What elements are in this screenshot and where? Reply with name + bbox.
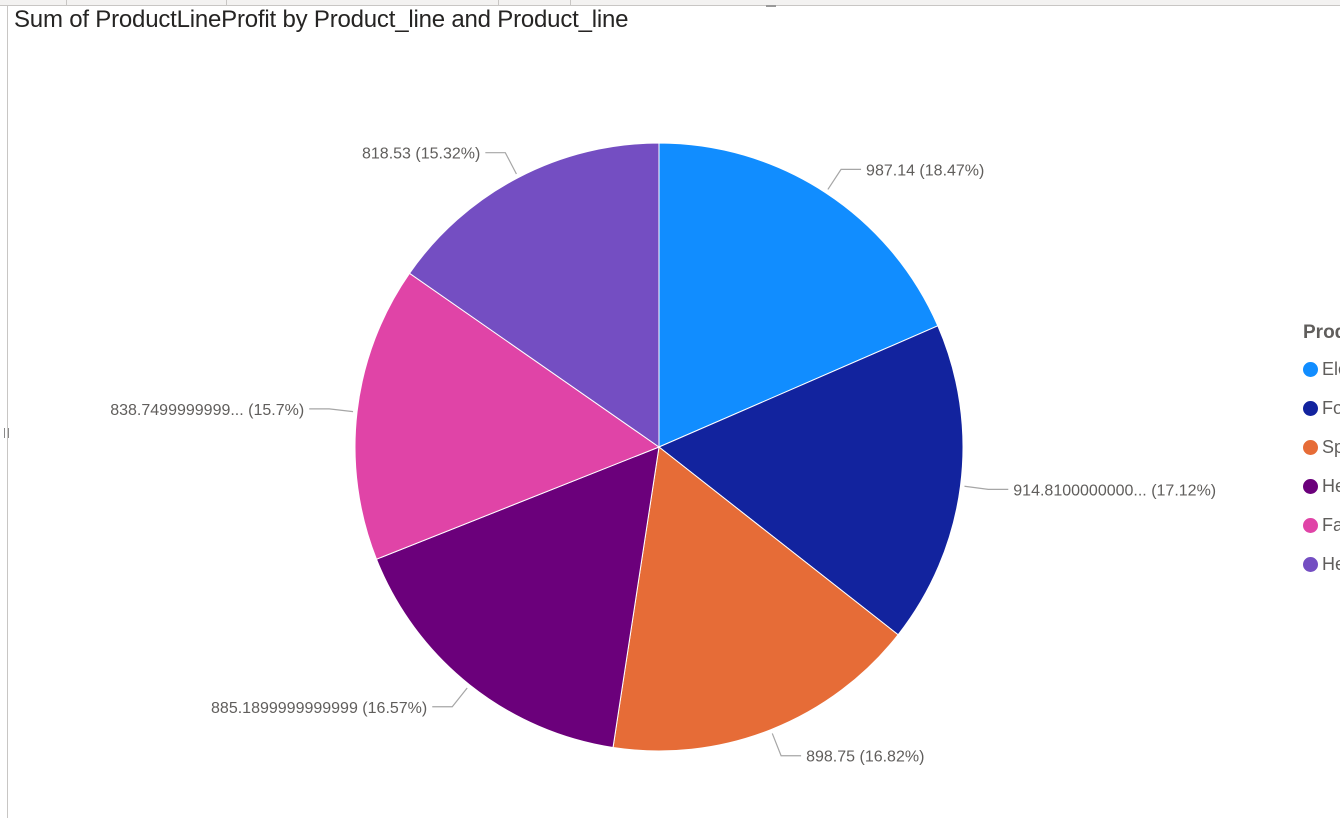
ribbon-divider: [66, 0, 67, 5]
data-label-open-paren: (: [1147, 482, 1157, 499]
pie-slice[interactable]: [354, 272, 661, 560]
legend-items: Ele Fo Sp He Fa He: [1303, 350, 1340, 584]
pie-slice[interactable]: [658, 325, 964, 636]
legend-item[interactable]: He: [1303, 467, 1340, 506]
legend-color-dot: [1303, 479, 1318, 494]
legend-item[interactable]: He: [1303, 545, 1340, 584]
data-label-close-paren: ): [979, 162, 984, 179]
pie-slice[interactable]: [612, 446, 899, 752]
legend: Prod Ele Fo Sp He Fa He: [1303, 322, 1340, 584]
resize-handle-top[interactable]: [766, 5, 776, 7]
leader-line: [964, 485, 1009, 490]
data-label-percent: 17.12%: [1157, 482, 1211, 499]
data-label: 914.8100000000... (17.12%): [1013, 482, 1216, 499]
data-label-close-paren: ): [475, 146, 480, 163]
legend-label: Fo: [1322, 398, 1340, 418]
data-label-value: 914.8100000000...: [1013, 482, 1146, 499]
legend-item[interactable]: Fo: [1303, 389, 1340, 428]
leader-line: [771, 733, 802, 757]
ribbon-strip: [0, 0, 1340, 6]
legend-label: He: [1322, 554, 1340, 574]
data-label: 818.53 (15.32%): [362, 146, 480, 163]
data-label-value: 838.7499999999...: [110, 402, 243, 419]
data-label: 838.7499999999... (15.7%): [110, 402, 304, 419]
data-label-percent: 16.57%: [368, 700, 422, 717]
data-label: 987.14 (18.47%): [866, 162, 984, 179]
data-label-percent: 16.82%: [865, 749, 919, 766]
legend-color-dot: [1303, 401, 1318, 416]
legend-color-dot: [1303, 440, 1318, 455]
ribbon-divider: [570, 0, 571, 5]
data-label-close-paren: ): [299, 402, 304, 419]
leader-line: [309, 408, 354, 413]
data-label-open-paren: (: [915, 162, 925, 179]
visual-border: [7, 6, 8, 818]
data-label-open-paren: (: [855, 749, 865, 766]
data-label-open-paren: (: [411, 146, 421, 163]
legend-color-dot: [1303, 557, 1318, 572]
leader-line: [827, 168, 862, 190]
data-label-close-paren: ): [919, 749, 924, 766]
legend-item[interactable]: Ele: [1303, 350, 1340, 389]
data-label-percent: 15.7%: [253, 402, 298, 419]
data-label-percent: 18.47%: [925, 162, 979, 179]
legend-title: Prod: [1303, 322, 1340, 343]
data-label-value: 818.53: [362, 146, 411, 163]
chart-title: Sum of ProductLineProfit by Product_line…: [14, 6, 629, 33]
legend-color-dot: [1303, 362, 1318, 377]
pie-slice[interactable]: [658, 142, 939, 448]
pie-slice[interactable]: [375, 446, 660, 749]
legend-color-dot: [1303, 518, 1318, 533]
pie-slice[interactable]: [408, 142, 660, 448]
legend-label: Ele: [1322, 359, 1340, 379]
ribbon-divider: [226, 0, 227, 5]
data-label-percent: 15.32%: [421, 146, 475, 163]
data-label: 885.1899999999999 (16.57%): [211, 700, 427, 717]
ribbon-divider: [498, 0, 499, 5]
data-label-close-paren: ): [422, 700, 427, 717]
data-label-close-paren: ): [1211, 482, 1216, 499]
data-label-open-paren: (: [244, 402, 254, 419]
data-label-value: 987.14: [866, 162, 915, 179]
legend-label: Fa: [1322, 515, 1340, 535]
legend-label: Sp: [1322, 437, 1340, 457]
data-label-open-paren: (: [358, 700, 368, 717]
resize-handle-left[interactable]: [4, 428, 9, 438]
legend-label: He: [1322, 476, 1340, 496]
leader-line: [432, 687, 468, 708]
legend-item[interactable]: Fa: [1303, 506, 1340, 545]
legend-item[interactable]: Sp: [1303, 428, 1340, 467]
data-label-value: 885.1899999999999: [211, 700, 358, 717]
leader-line: [485, 152, 517, 175]
data-label-value: 898.75: [806, 749, 855, 766]
data-label: 898.75 (16.82%): [806, 749, 924, 766]
